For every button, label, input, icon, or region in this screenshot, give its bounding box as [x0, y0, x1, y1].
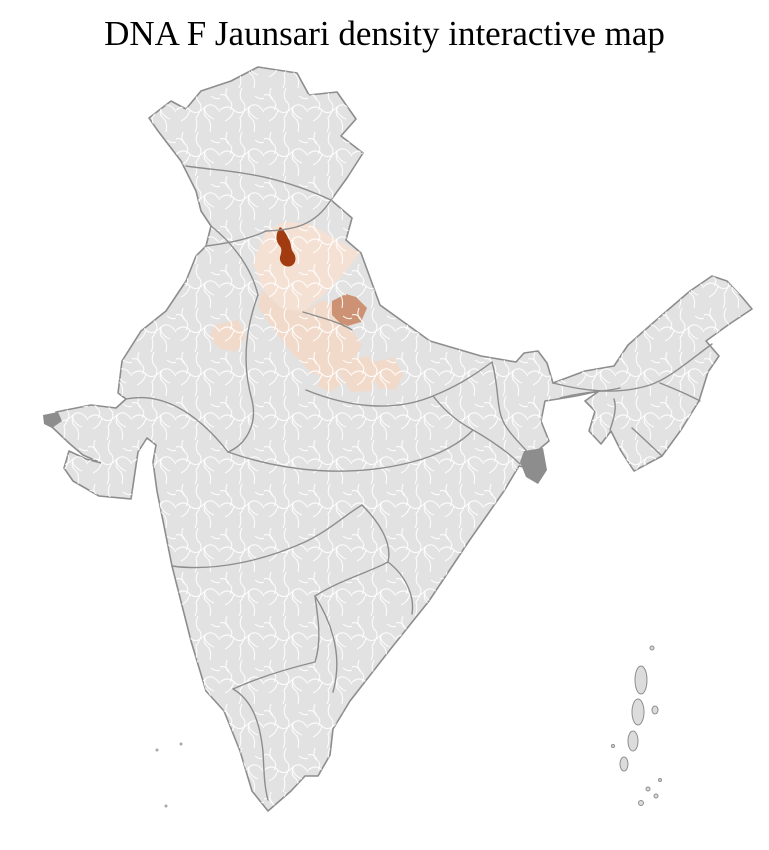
andaman-nicobar-islands	[611, 645, 662, 806]
lakshadweep-islands	[155, 742, 183, 808]
state-boundaries	[125, 165, 713, 801]
district-borders-texture	[52, 67, 752, 811]
region-high-density-core[interactable]	[276, 227, 296, 267]
coastal-marsh-patches	[43, 412, 547, 484]
sundarbans-delta-patch	[520, 448, 547, 484]
kutch-creeks-patch	[43, 412, 62, 428]
map-title: DNA F Jaunsari density interactive map	[104, 14, 665, 53]
